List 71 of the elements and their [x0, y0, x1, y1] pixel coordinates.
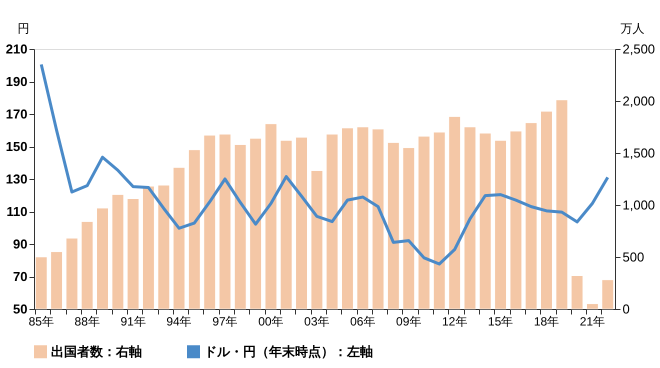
bar [158, 184, 170, 310]
bar [356, 126, 369, 310]
bar [35, 256, 48, 310]
y-tick-label: 150 [6, 139, 28, 154]
bar [387, 142, 400, 310]
y2-tick-label: 2,500 [622, 42, 656, 56]
bar [402, 148, 415, 310]
bar [479, 132, 492, 310]
x-tick-label: 12年 [442, 314, 468, 328]
y2-tick-label: 1,500 [622, 146, 656, 160]
bar [525, 122, 538, 310]
bar [50, 252, 63, 310]
bar [448, 116, 461, 310]
bar [142, 186, 154, 310]
bar [204, 135, 216, 310]
bar [586, 304, 598, 310]
y2-tick-label: 2,000 [622, 94, 656, 108]
y2-tick-label: 500 [622, 250, 644, 264]
bar [173, 167, 186, 310]
y-tick-label: 130 [6, 172, 28, 186]
bar [494, 140, 507, 310]
bar [540, 111, 552, 310]
y-tick-label: 190 [6, 74, 28, 89]
bar [188, 150, 200, 310]
bar [96, 208, 108, 310]
x-tick-label: 03年 [304, 314, 330, 328]
bar [218, 134, 231, 310]
bar [510, 130, 522, 310]
bar [112, 194, 124, 310]
bar [296, 137, 308, 310]
x-tick-label: 21年 [580, 314, 606, 328]
bar [234, 144, 246, 310]
bar [556, 100, 568, 310]
x-tick-label: 88年 [74, 314, 100, 328]
y2-tick-label: 0 [622, 302, 630, 316]
y-tick-label: 70 [13, 269, 28, 284]
y-tick-label: 170 [6, 106, 28, 122]
y2-tick-label: 1,000 [622, 198, 656, 212]
x-tick-label: 94年 [166, 314, 192, 328]
bar [372, 128, 384, 310]
y-axis-title: 円 [18, 22, 30, 36]
x-tick-label: 18年 [534, 314, 560, 328]
bar [602, 280, 614, 310]
bar [264, 124, 277, 310]
y-tick-label: 110 [6, 204, 28, 219]
bar [250, 138, 262, 310]
y-tick-label: 210 [6, 42, 28, 56]
legend-label: ドル・円（年末時点）：左軸 [204, 344, 373, 359]
x-tick-label: 15年 [488, 314, 514, 328]
bar [571, 275, 584, 310]
bar [341, 128, 354, 310]
bar [127, 198, 140, 310]
bar [326, 134, 338, 310]
y2-axis-title: 万人 [620, 22, 644, 36]
y-tick-label: 90 [13, 236, 28, 252]
bar [280, 140, 292, 310]
x-tick-label: 00年 [258, 314, 284, 328]
bar [433, 132, 446, 310]
bar [418, 136, 430, 310]
y-tick-label: 50 [13, 302, 28, 316]
x-tick-label: 09年 [396, 314, 422, 328]
bar [66, 238, 78, 310]
bar [310, 170, 323, 310]
x-tick-label: 85年 [28, 314, 54, 328]
x-tick-label: 06年 [350, 314, 376, 328]
line-series [40, 62, 610, 266]
legend-label: 出国者数：右軸 [51, 344, 142, 359]
x-tick-label: 91年 [120, 314, 146, 328]
x-tick-label: 97年 [212, 314, 238, 328]
bar [81, 221, 94, 310]
bar [464, 126, 476, 310]
